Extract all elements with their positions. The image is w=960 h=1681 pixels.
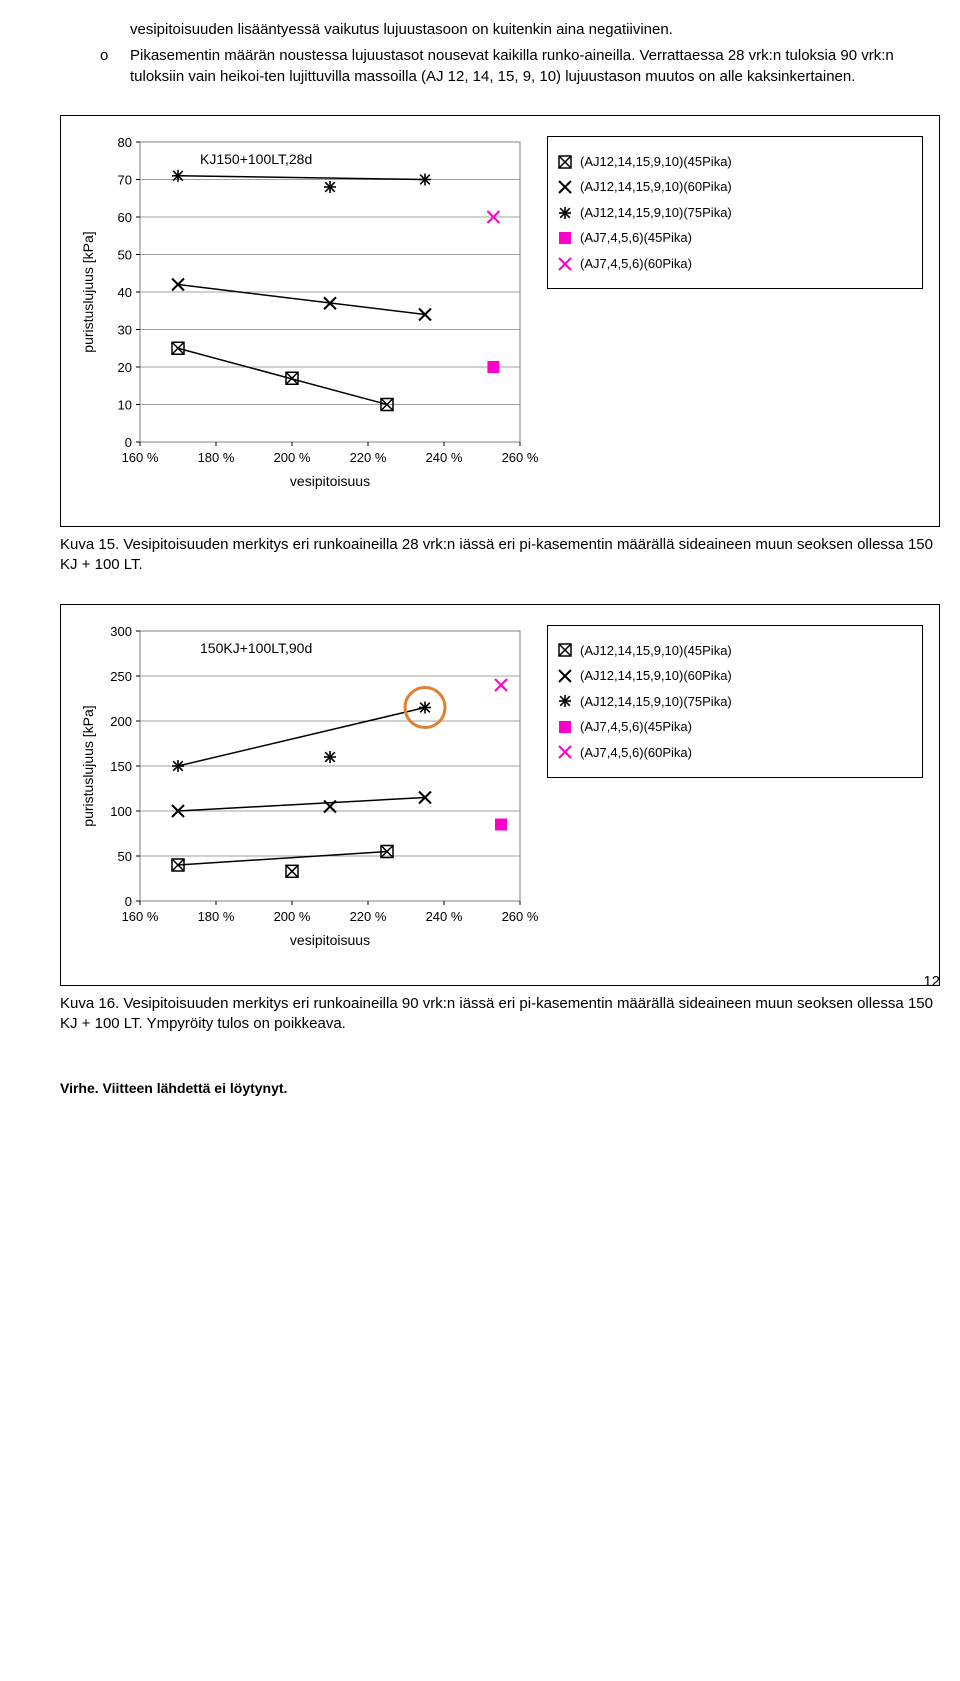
legend-item: (AJ12,14,15,9,10)(45Pika) xyxy=(554,153,916,171)
svg-text:240 %: 240 % xyxy=(426,909,463,924)
legend-item: (AJ7,4,5,6)(45Pika) xyxy=(554,718,916,736)
bullet-symbol: o xyxy=(100,46,130,87)
svg-text:puristuslujuus [kPa]: puristuslujuus [kPa] xyxy=(80,705,96,826)
svg-text:150: 150 xyxy=(110,759,132,774)
bullet-text: Pikasementin määrän noustessa lujuustaso… xyxy=(130,46,940,87)
svg-text:0: 0 xyxy=(125,435,132,450)
legend-item: (AJ12,14,15,9,10)(60Pika) xyxy=(554,667,916,685)
chart-2: 0 50 100 150 200 250 300 160 % 180 % 200 % 220 % 24… xyxy=(60,604,940,986)
svg-text:300: 300 xyxy=(110,624,132,639)
svg-text:KJ150+100LT,28d: KJ150+100LT,28d xyxy=(200,151,312,167)
svg-text:150KJ+100LT,90d: 150KJ+100LT,90d xyxy=(200,640,312,656)
svg-text:200 %: 200 % xyxy=(274,909,311,924)
svg-text:vesipitoisuus: vesipitoisuus xyxy=(290,932,370,948)
svg-text:50: 50 xyxy=(118,849,132,864)
svg-text:260 %: 260 % xyxy=(502,450,539,465)
svg-text:220 %: 220 % xyxy=(350,909,387,924)
svg-text:20: 20 xyxy=(118,360,132,375)
legend-item: (AJ12,14,15,9,10)(75Pika) xyxy=(554,204,916,222)
svg-text:160 %: 160 % xyxy=(122,450,159,465)
legend-item: (AJ12,14,15,9,10)(75Pika) xyxy=(554,693,916,711)
chart-1-legend: (AJ12,14,15,9,10)(45Pika) (AJ12,14,15,9,1… xyxy=(547,136,923,290)
legend-marker-icon xyxy=(554,693,576,709)
chart-2-legend: (AJ12,14,15,9,10)(45Pika) (AJ12,14,15,9,1… xyxy=(547,625,923,779)
legend-label: (AJ12,14,15,9,10)(45Pika) xyxy=(580,153,732,171)
legend-label: (AJ12,14,15,9,10)(45Pika) xyxy=(580,642,732,660)
legend-marker-icon xyxy=(554,205,576,221)
svg-text:30: 30 xyxy=(118,322,132,337)
chart-2-legend-wrap: (AJ12,14,15,9,10)(45Pika) (AJ12,14,15,9,1… xyxy=(545,619,925,975)
legend-item: (AJ12,14,15,9,10)(45Pika) xyxy=(554,642,916,660)
bullet-item: o Pikasementin määrän noustessa lujuusta… xyxy=(60,46,940,87)
svg-text:220 %: 220 % xyxy=(350,450,387,465)
svg-text:200: 200 xyxy=(110,714,132,729)
legend-label: (AJ12,14,15,9,10)(75Pika) xyxy=(580,204,732,222)
legend-item: (AJ7,4,5,6)(45Pika) xyxy=(554,229,916,247)
legend-marker-icon xyxy=(554,154,576,170)
chart-2-plot: 0 50 100 150 200 250 300 160 % 180 % 200 % 220 % 24… xyxy=(75,619,545,975)
legend-label: (AJ7,4,5,6)(45Pika) xyxy=(580,229,692,247)
legend-marker-icon xyxy=(554,719,576,735)
legend-label: (AJ7,4,5,6)(60Pika) xyxy=(580,744,692,762)
paragraph-continuation: vesipitoisuuden lisääntyessä vaikutus lu… xyxy=(60,20,940,40)
svg-text:40: 40 xyxy=(118,285,132,300)
svg-text:10: 10 xyxy=(118,397,132,412)
legend-marker-icon xyxy=(554,744,576,760)
page-number: 12 xyxy=(923,972,940,992)
legend-marker-icon xyxy=(554,256,576,272)
svg-text:0: 0 xyxy=(125,894,132,909)
svg-text:50: 50 xyxy=(118,247,132,262)
legend-marker-icon xyxy=(554,642,576,658)
svg-text:60: 60 xyxy=(118,210,132,225)
caption-1: Kuva 15. Vesipitoisuuden merkitys eri ru… xyxy=(60,535,940,576)
svg-text:240 %: 240 % xyxy=(426,450,463,465)
legend-item: (AJ12,14,15,9,10)(60Pika) xyxy=(554,178,916,196)
caption-2: Kuva 16. Vesipitoisuuden merkitys eri ru… xyxy=(60,994,940,1035)
chart-1: 0 10 20 30 40 50 60 70 80 160 % 180 % 200 % 220 % 240… xyxy=(60,115,940,527)
svg-text:100: 100 xyxy=(110,804,132,819)
chart-1-plot: 0 10 20 30 40 50 60 70 80 160 % 180 % 200 % 220 % 240… xyxy=(75,130,545,516)
svg-text:160 %: 160 % xyxy=(122,909,159,924)
legend-item: (AJ7,4,5,6)(60Pika) xyxy=(554,744,916,762)
footer-error: Virhe. Viitteen lähdettä ei löytynyt. xyxy=(60,1079,287,1098)
legend-label: (AJ12,14,15,9,10)(60Pika) xyxy=(580,178,732,196)
legend-item: (AJ7,4,5,6)(60Pika) xyxy=(554,255,916,273)
svg-text:260 %: 260 % xyxy=(502,909,539,924)
legend-label: (AJ7,4,5,6)(60Pika) xyxy=(580,255,692,273)
svg-text:250: 250 xyxy=(110,669,132,684)
legend-label: (AJ12,14,15,9,10)(60Pika) xyxy=(580,667,732,685)
chart-1-legend-wrap: (AJ12,14,15,9,10)(45Pika) (AJ12,14,15,9,1… xyxy=(545,130,925,516)
legend-marker-icon xyxy=(554,668,576,684)
legend-label: (AJ7,4,5,6)(45Pika) xyxy=(580,718,692,736)
svg-text:vesipitoisuus: vesipitoisuus xyxy=(290,473,370,489)
svg-text:puristuslujuus [kPa]: puristuslujuus [kPa] xyxy=(80,231,96,352)
svg-text:200 %: 200 % xyxy=(274,450,311,465)
svg-text:70: 70 xyxy=(118,172,132,187)
svg-text:80: 80 xyxy=(118,135,132,150)
legend-marker-icon xyxy=(554,179,576,195)
legend-marker-icon xyxy=(554,230,576,246)
svg-text:180 %: 180 % xyxy=(198,450,235,465)
legend-label: (AJ12,14,15,9,10)(75Pika) xyxy=(580,693,732,711)
svg-text:180 %: 180 % xyxy=(198,909,235,924)
